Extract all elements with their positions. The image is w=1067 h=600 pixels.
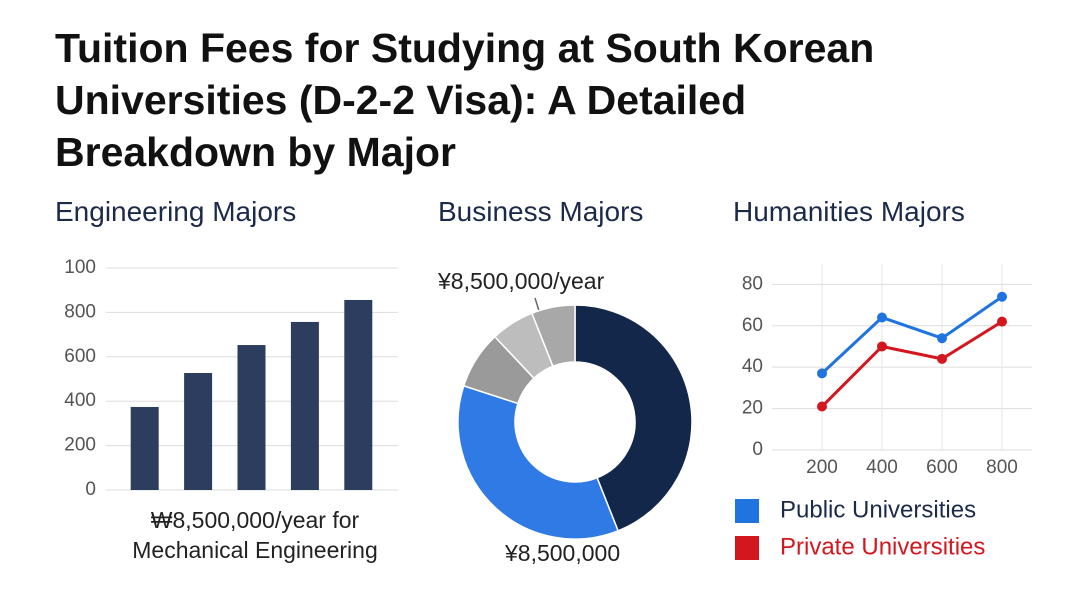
x-tick-label: 200 [806,457,838,478]
y-tick-label: 0 [85,479,96,500]
x-tick-label: 800 [986,457,1018,478]
y-tick-label: 0 [752,439,763,460]
donut-segment [574,304,693,532]
y-tick-label: 200 [64,435,96,456]
x-tick-label: 600 [926,457,958,478]
legend-text: Public Universities [780,496,976,523]
point [997,291,1007,302]
y-tick-label: 100 [64,257,96,278]
donut-segment [457,384,620,540]
annotation: ¥8,500,000 [505,540,621,566]
legend-swatch [735,499,759,523]
y-tick-label: 600 [64,346,96,367]
line [820,320,1003,408]
y-tick-label: 400 [64,390,96,411]
annotation: ₩8,500,000/year for Mechanical Engineeri… [132,507,378,563]
point [937,353,947,364]
legend-swatch [735,536,759,560]
y-tick-label: 40 [742,356,763,377]
x-tick-label: 400 [866,457,898,478]
bar [237,345,266,490]
chart-title: Humanities Majors [733,196,965,227]
point [877,341,887,352]
page-title: Tuition Fees for Studying at South Korea… [55,25,875,175]
chart-title: Business Majors [438,196,644,227]
bar [130,406,159,490]
legend-text: Private Universities [780,533,985,560]
point [937,333,947,344]
y-tick-label: 20 [742,398,763,419]
point [877,312,887,323]
annotation: ¥8,500,000/year [438,268,605,294]
line [820,295,1003,375]
bar [290,321,319,490]
chart-title: Engineering Majors [55,196,297,227]
bar [184,373,213,490]
bar [344,299,373,490]
y-tick-label: 80 [742,273,763,294]
donut-segment [530,304,576,368]
y-tick-label: 800 [64,301,96,322]
point [997,316,1007,327]
y-tick-label: 60 [742,315,763,336]
point [817,401,827,412]
point [817,368,827,379]
